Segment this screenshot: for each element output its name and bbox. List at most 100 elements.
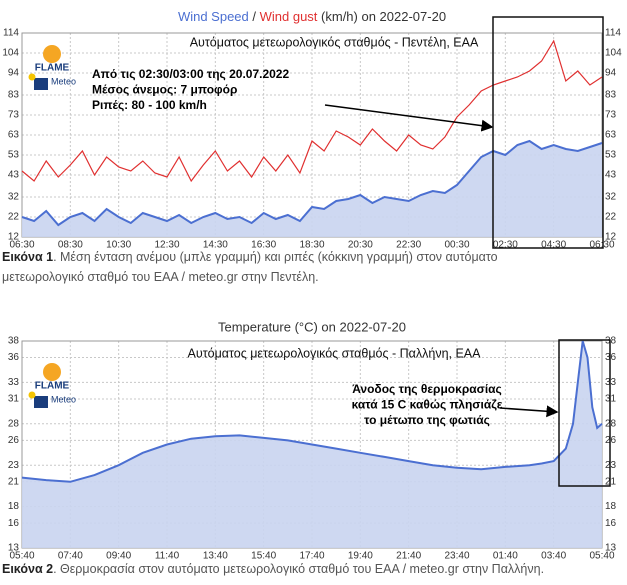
y-tick-label: 53 bbox=[8, 150, 20, 161]
x-tick-label: 23:40 bbox=[444, 551, 469, 562]
caption-label: Εικόνα 2 bbox=[2, 562, 53, 576]
logo-icon bbox=[28, 73, 36, 81]
annotation: Από τις 02:30/03:00 της 20.07.2022 bbox=[92, 67, 289, 81]
y-tick-label: 36 bbox=[605, 352, 617, 363]
y-tick-label: 114 bbox=[3, 28, 19, 39]
logo-icon bbox=[34, 396, 48, 408]
chart-title: Wind Speed / Wind gust (km/h) on 2022-07… bbox=[178, 9, 446, 24]
x-tick-label: 13:40 bbox=[203, 551, 228, 562]
annotation-arrow bbox=[324, 104, 494, 132]
annotation: κατά 15 C καθώς πλησιάζε bbox=[352, 398, 503, 412]
annotation: το μέτωπο της φωτιάς bbox=[364, 413, 490, 427]
y-tick-label: 18 bbox=[605, 501, 617, 512]
y-tick-label: 21 bbox=[605, 476, 617, 487]
x-tick-label: 12:30 bbox=[154, 240, 179, 251]
chart-subtitle: Αυτόματος μετεωρολογικός σταθμός - Πεντέ… bbox=[190, 35, 479, 49]
x-tick-label: 08:30 bbox=[58, 240, 83, 251]
x-tick-label: 18:30 bbox=[299, 240, 324, 251]
x-tick-label: 06:30 bbox=[9, 240, 34, 251]
legend-entry: Wind Speed bbox=[178, 9, 249, 24]
logo-text: Meteo bbox=[51, 76, 76, 86]
x-tick-label: 05:40 bbox=[589, 551, 614, 562]
y-tick-label: 12 bbox=[605, 232, 617, 243]
y-tick-label: 83 bbox=[605, 90, 617, 101]
y-tick-label: 104 bbox=[605, 48, 622, 59]
chart-subtitle: Αυτόματος μετεωρολογικός σταθμός - Παλλή… bbox=[188, 346, 482, 360]
y-tick-label: 63 bbox=[605, 130, 617, 141]
y-tick-label: 43 bbox=[605, 170, 617, 181]
x-tick-label: 06:30 bbox=[589, 240, 614, 251]
y-tick-label: 28 bbox=[8, 418, 20, 429]
caption: Εικόνα 1. Μέση ένταση ανέμου (μπλε γραμμ… bbox=[2, 250, 498, 264]
x-tick-label: 10:30 bbox=[106, 240, 131, 251]
logo-icon bbox=[43, 363, 61, 381]
legend-entry: Wind gust bbox=[260, 9, 318, 24]
annotation: Άνοδος της θερμοκρασίας bbox=[352, 382, 502, 396]
x-tick-label: 00:30 bbox=[444, 240, 469, 251]
x-tick-label: 15:40 bbox=[251, 551, 276, 562]
y-tick-label: 18 bbox=[8, 501, 20, 512]
y-tick-label: 38 bbox=[605, 336, 617, 347]
caption-text: μετεωρολογικό σταθμό του ΕΑΑ / meteo.gr … bbox=[2, 270, 319, 284]
caption-label: Εικόνα 1 bbox=[2, 250, 53, 264]
y-tick-label: 13 bbox=[605, 543, 617, 554]
y-tick-label: 104 bbox=[2, 48, 19, 59]
title-separator: / bbox=[249, 9, 260, 24]
caption-text: . Μέση ένταση ανέμου (μπλε γραμμή) και ρ… bbox=[53, 250, 498, 264]
y-tick-label: 43 bbox=[8, 170, 20, 181]
y-tick-label: 32 bbox=[8, 192, 20, 203]
x-tick-label: 19:40 bbox=[348, 551, 373, 562]
caption: μετεωρολογικό σταθμό του ΕΑΑ / meteo.gr … bbox=[2, 270, 319, 284]
x-tick-label: 04:30 bbox=[541, 240, 566, 251]
highlight-box bbox=[558, 339, 611, 487]
area-fill bbox=[22, 141, 602, 237]
annotation: Μέσος άνεμος: 7 μποφόρ bbox=[92, 83, 237, 97]
x-tick-label: 21:40 bbox=[396, 551, 421, 562]
y-tick-label: 94 bbox=[605, 68, 617, 79]
series-line bbox=[21, 340, 603, 483]
x-tick-label: 09:40 bbox=[106, 551, 131, 562]
y-tick-label: 16 bbox=[605, 518, 617, 529]
y-tick-label: 28 bbox=[605, 418, 617, 429]
series-line bbox=[21, 139, 603, 227]
x-tick-label: 17:40 bbox=[299, 551, 324, 562]
x-tick-label: 16:30 bbox=[251, 240, 276, 251]
y-tick-label: 21 bbox=[8, 476, 20, 487]
y-tick-label: 26 bbox=[8, 435, 20, 446]
logo-text: FLAME bbox=[35, 63, 70, 74]
y-tick-label: 22 bbox=[605, 212, 617, 223]
series-line bbox=[21, 39, 603, 183]
highlight-box bbox=[492, 16, 604, 249]
y-tick-label: 94 bbox=[8, 68, 20, 79]
y-tick-label: 114 bbox=[605, 28, 621, 39]
y-tick-label: 83 bbox=[8, 90, 20, 101]
y-tick-label: 12 bbox=[8, 232, 20, 243]
y-tick-label: 63 bbox=[8, 130, 20, 141]
caption-text: . Θερμοκρασία στον αυτόματο μετεωρολογικ… bbox=[53, 562, 544, 576]
y-tick-label: 16 bbox=[8, 518, 20, 529]
x-tick-label: 07:40 bbox=[58, 551, 83, 562]
logo-icon bbox=[43, 45, 61, 63]
logo-icon bbox=[34, 78, 48, 90]
x-tick-label: 14:30 bbox=[203, 240, 228, 251]
logo-icon bbox=[28, 391, 36, 399]
caption: Εικόνα 2. Θερμοκρασία στον αυτόματο μετε… bbox=[2, 562, 544, 576]
logo-text: Meteo bbox=[51, 394, 76, 404]
x-tick-label: 20:30 bbox=[348, 240, 373, 251]
y-tick-label: 31 bbox=[8, 394, 20, 405]
x-tick-label: 02:30 bbox=[493, 240, 518, 251]
x-tick-label: 01:40 bbox=[493, 551, 518, 562]
x-tick-label: 03:40 bbox=[541, 551, 566, 562]
y-tick-label: 73 bbox=[8, 110, 20, 121]
x-tick-label: 22:30 bbox=[396, 240, 421, 251]
y-tick-label: 36 bbox=[8, 352, 20, 363]
y-tick-label: 33 bbox=[8, 377, 20, 388]
annotation-arrow bbox=[499, 405, 559, 418]
y-tick-label: 31 bbox=[605, 394, 617, 405]
y-tick-label: 23 bbox=[8, 460, 20, 471]
x-tick-label: 11:40 bbox=[155, 551, 180, 562]
y-tick-label: 53 bbox=[605, 150, 617, 161]
y-tick-label: 23 bbox=[605, 460, 617, 471]
y-tick-label: 73 bbox=[605, 110, 617, 121]
